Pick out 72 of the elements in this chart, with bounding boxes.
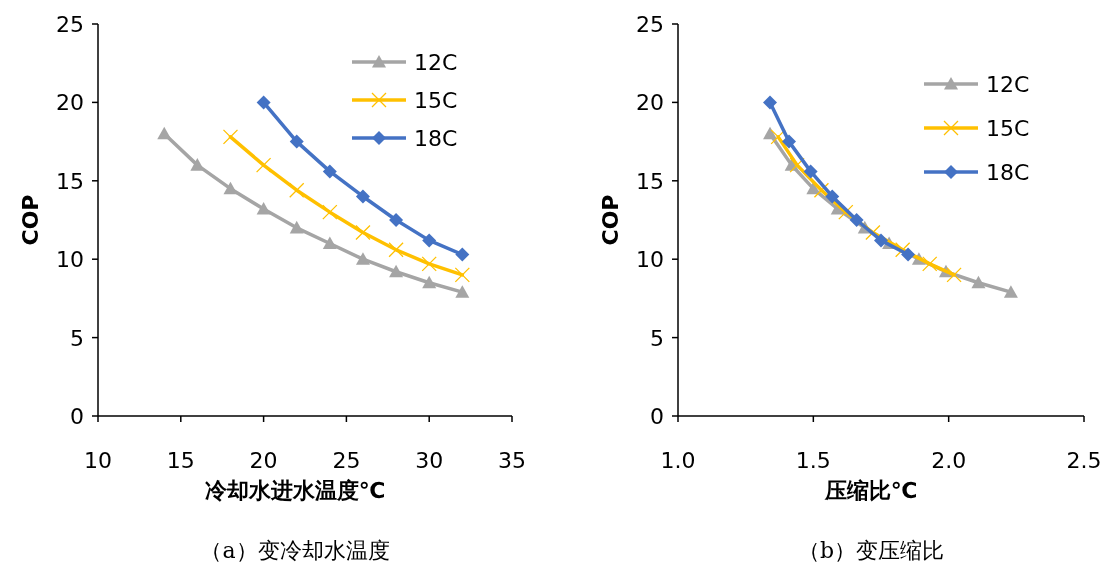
y-tick-label: 5 bbox=[650, 325, 664, 351]
x-tick-label: 20 bbox=[249, 448, 278, 473]
x-tick-label: 2.5 bbox=[1066, 448, 1102, 473]
x-tick-label: 15 bbox=[166, 448, 195, 473]
point bbox=[289, 220, 304, 234]
y-tick-label: 20 bbox=[56, 90, 84, 116]
point bbox=[454, 267, 470, 283]
point bbox=[355, 252, 370, 265]
y-tick-label: 10 bbox=[56, 247, 84, 273]
point bbox=[389, 264, 404, 278]
point bbox=[322, 236, 337, 250]
y-tick-label: 25 bbox=[636, 12, 664, 37]
point bbox=[946, 267, 962, 283]
point bbox=[222, 129, 239, 145]
point bbox=[825, 189, 840, 204]
x-tick-label: 2.0 bbox=[931, 448, 967, 473]
point bbox=[803, 164, 818, 179]
point bbox=[922, 256, 938, 272]
y-tick-label: 0 bbox=[650, 404, 664, 429]
point bbox=[255, 157, 272, 173]
point bbox=[289, 134, 304, 149]
point bbox=[763, 95, 778, 110]
point bbox=[781, 134, 796, 149]
point bbox=[322, 204, 338, 220]
point bbox=[355, 189, 370, 204]
point bbox=[895, 242, 911, 258]
legend-label: 12C bbox=[414, 50, 458, 75]
text: （a）变冷却水温度 bbox=[200, 538, 390, 563]
point bbox=[388, 242, 404, 258]
x-tick-label: 1.5 bbox=[795, 448, 831, 473]
y-tick-label: 25 bbox=[56, 12, 84, 37]
x-axis-title: 冷却水进水温度℃ bbox=[204, 478, 386, 503]
legend-label: 15C bbox=[986, 116, 1030, 141]
point bbox=[865, 224, 881, 241]
point bbox=[157, 126, 172, 140]
legend-label: 18C bbox=[414, 126, 458, 151]
point bbox=[971, 275, 986, 289]
point bbox=[355, 224, 371, 241]
point bbox=[849, 213, 864, 227]
point bbox=[874, 233, 888, 248]
y-tick-label: 20 bbox=[636, 90, 664, 116]
legend-label: 18C bbox=[986, 160, 1030, 185]
text: （b）变压缩比 bbox=[797, 538, 945, 563]
y-tick-label: 0 bbox=[70, 404, 84, 429]
point bbox=[455, 285, 470, 298]
y-axis-title: COP bbox=[598, 194, 623, 246]
point bbox=[256, 202, 271, 215]
x-tick-label: 1.0 bbox=[660, 448, 696, 473]
y-tick-label: 10 bbox=[636, 247, 664, 273]
legend-label: 12C bbox=[986, 72, 1030, 97]
legend-label: 15C bbox=[414, 88, 458, 113]
point bbox=[455, 247, 470, 262]
point bbox=[223, 181, 238, 195]
point bbox=[1003, 285, 1018, 298]
y-axis-title: COP bbox=[18, 194, 43, 246]
x-axis-title: 压缩比℃ bbox=[823, 478, 918, 503]
point bbox=[422, 233, 437, 248]
point bbox=[763, 126, 778, 140]
x-tick-label: 30 bbox=[415, 448, 444, 473]
y-tick-label: 5 bbox=[70, 325, 84, 351]
point bbox=[190, 158, 205, 171]
point bbox=[256, 95, 271, 110]
point bbox=[901, 247, 916, 262]
x-tick-label: 35 bbox=[498, 448, 526, 473]
point bbox=[289, 182, 305, 198]
y-tick-label: 15 bbox=[636, 168, 664, 194]
x-tick-label: 25 bbox=[332, 448, 361, 473]
point bbox=[421, 256, 437, 272]
y-tick-label: 15 bbox=[56, 168, 84, 194]
point bbox=[389, 213, 404, 227]
point bbox=[322, 164, 337, 179]
point bbox=[422, 275, 437, 289]
